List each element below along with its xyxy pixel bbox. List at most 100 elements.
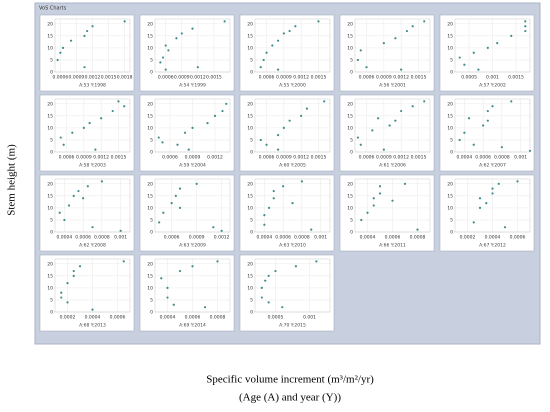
point: [119, 229, 122, 232]
point: [260, 286, 263, 290]
y-tick-label: 5: [250, 297, 253, 303]
y-tick-label: 5: [250, 217, 253, 223]
y-tick-label: 20: [47, 21, 53, 27]
panel-title: A:69 Y:2014: [179, 323, 206, 329]
plot-area: [154, 98, 231, 153]
y-tick-label: 20: [47, 101, 53, 107]
point: [191, 126, 194, 130]
y-tick-label: 5: [150, 297, 153, 303]
x-tick-label: 0.0004: [57, 235, 73, 241]
y-tick-label: 0: [250, 150, 253, 156]
point: [356, 136, 359, 139]
y-tick-label: 5: [450, 57, 453, 63]
point: [291, 201, 294, 205]
point: [122, 260, 125, 263]
y-tick-label: 15: [147, 33, 153, 39]
plot-area: [354, 18, 431, 73]
x-tick-label: 0.0009: [185, 155, 201, 161]
point: [180, 32, 183, 35]
x-tick-label: 0.0008: [494, 155, 510, 161]
point: [365, 66, 368, 69]
panel-title: A:62 Y:2007: [479, 163, 506, 169]
point: [60, 296, 63, 299]
y-tick-label: 5: [250, 57, 253, 63]
x-tick-label: 0.0002: [60, 315, 76, 321]
y-tick-label: 15: [47, 193, 53, 199]
y-tick-label: 20: [147, 181, 153, 187]
y-tick-label: 0: [450, 150, 453, 156]
point: [72, 194, 75, 197]
y-tick-label: 5: [150, 137, 153, 143]
point: [88, 121, 91, 125]
point: [405, 29, 409, 33]
point: [366, 211, 369, 214]
y-tick-label: 10: [247, 205, 253, 211]
y-tick-label: 0: [350, 150, 353, 156]
x-tick-label: 0.0006: [110, 315, 126, 321]
point: [267, 274, 270, 277]
x-tick-label: 0.0004: [257, 235, 273, 241]
panel: [139, 14, 235, 92]
point: [117, 100, 120, 103]
point: [400, 109, 403, 113]
point: [411, 105, 414, 108]
panel: [439, 14, 535, 92]
point: [187, 148, 190, 151]
x-axis-sublabel: (Age (A) and year (Y)): [239, 392, 341, 404]
point: [486, 109, 489, 113]
point: [272, 197, 275, 200]
panel-title: A:60 Y:2005: [279, 163, 306, 169]
point: [100, 180, 103, 183]
point: [91, 226, 94, 229]
point: [69, 39, 73, 42]
plot-area: [354, 98, 431, 153]
panel: [139, 254, 235, 332]
point: [372, 197, 375, 200]
point: [86, 185, 89, 188]
y-tick-label: 5: [350, 137, 353, 143]
y-tick-label: 5: [150, 217, 153, 223]
point: [400, 68, 403, 71]
x-tick-label: 0.0004: [85, 315, 101, 321]
x-tick-label: 0.001: [114, 235, 127, 241]
point: [478, 197, 482, 200]
y-tick-label: 5: [50, 57, 53, 63]
point: [477, 68, 480, 71]
y-tick-label: 20: [247, 261, 253, 267]
y-tick-label: 10: [247, 45, 253, 51]
y-tick-label: 15: [147, 113, 153, 119]
y-tick-label: 5: [450, 137, 453, 143]
point: [282, 185, 285, 188]
y-tick-label: 5: [450, 217, 453, 223]
point: [203, 306, 207, 309]
y-tick-label: 20: [147, 101, 153, 107]
y-tick-label: 15: [47, 33, 53, 39]
x-tick-label: 0.0006: [475, 155, 491, 161]
point: [111, 109, 114, 113]
y-tick-label: 10: [247, 125, 253, 131]
x-tick-label: 0.0006: [359, 155, 375, 161]
panel-title: A:56 Y:2001: [379, 83, 406, 89]
point: [510, 100, 513, 103]
x-tick-label: 0.0009: [276, 155, 292, 161]
x-tick-label: 0.0009: [174, 75, 190, 81]
point: [174, 194, 177, 197]
point: [178, 206, 182, 210]
y-tick-label: 15: [447, 33, 453, 39]
x-tick-label: 0.0018: [117, 75, 133, 81]
point: [524, 25, 527, 28]
x-tick-label: 0.0008: [410, 235, 426, 241]
point: [94, 148, 97, 151]
point: [486, 46, 489, 50]
x-tick-label: 0.0006: [259, 155, 275, 161]
point: [183, 131, 187, 134]
point: [510, 34, 513, 37]
x-tick-label: 0.0015: [101, 75, 117, 81]
point: [276, 134, 280, 137]
point: [191, 265, 194, 268]
y-axis-label: Stem height (m): [6, 144, 18, 216]
point: [86, 29, 89, 33]
y-tick-label: 0: [350, 230, 353, 236]
point: [463, 63, 466, 66]
